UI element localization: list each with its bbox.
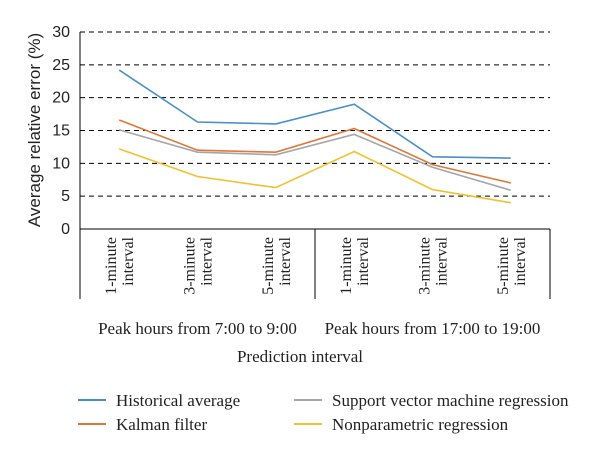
y-tick-label: 15 bbox=[52, 123, 70, 140]
legend-label: Nonparametric regression bbox=[332, 415, 509, 434]
y-tick-label: 0 bbox=[61, 221, 70, 238]
category-label: interval bbox=[355, 236, 372, 285]
series-lines bbox=[118, 69, 512, 204]
group-label: Peak hours from 7:00 to 9:00 bbox=[98, 319, 297, 338]
legend: Historical average Kalman filter Support v… bbox=[78, 391, 569, 434]
legend-label: Historical average bbox=[116, 391, 240, 410]
category-label: 5-minute bbox=[260, 237, 277, 295]
category-label: interval bbox=[434, 236, 451, 285]
category-labels: 1-minute interval 3-minute interval 5-minute… bbox=[103, 236, 529, 294]
y-tick-label: 20 bbox=[52, 90, 70, 107]
legend-label: Support vector machine regression bbox=[332, 391, 569, 410]
category-label: 1-minute bbox=[103, 237, 120, 295]
y-tick-label: 25 bbox=[52, 57, 70, 74]
category-label: 5-minute bbox=[495, 237, 512, 295]
axes bbox=[79, 32, 551, 299]
y-tick-label: 10 bbox=[52, 155, 70, 172]
series-line bbox=[118, 148, 511, 204]
series-line bbox=[118, 129, 512, 192]
group-label: Peak hours from 17:00 to 19:00 bbox=[325, 319, 541, 338]
y-tick-labels: 0 5 10 15 20 25 30 bbox=[52, 24, 70, 238]
series-line bbox=[118, 69, 511, 159]
series-line bbox=[118, 119, 511, 184]
category-label: interval bbox=[199, 236, 216, 285]
category-label: 3-minute bbox=[182, 237, 199, 295]
category-label: interval bbox=[120, 236, 137, 285]
category-label: 1-minute bbox=[338, 237, 355, 295]
legend-label: Kalman filter bbox=[116, 415, 207, 434]
x-axis-label: Prediction interval bbox=[237, 347, 363, 366]
y-tick-label: 30 bbox=[52, 24, 70, 41]
category-label: 3-minute bbox=[417, 237, 434, 295]
group-labels: Peak hours from 7:00 to 9:00 Peak hours f… bbox=[98, 319, 540, 338]
y-axis-label: Average relative error (%) bbox=[25, 33, 44, 227]
category-label: interval bbox=[512, 236, 529, 285]
y-tick-label: 5 bbox=[61, 188, 70, 205]
category-label: interval bbox=[277, 236, 294, 285]
